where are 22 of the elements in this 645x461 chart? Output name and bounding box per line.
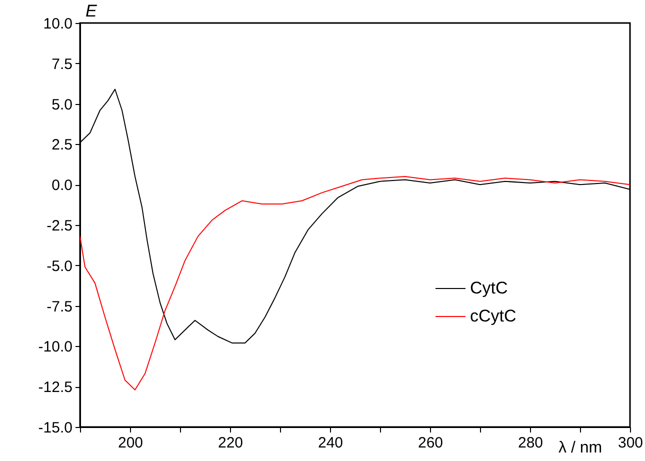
x-tick-label: 200 bbox=[118, 434, 144, 452]
line-series bbox=[80, 176, 630, 390]
x-tick-label: 300 bbox=[618, 434, 644, 452]
x-axis-title: λ / nm bbox=[558, 440, 602, 456]
y-tick-label: -12.5 bbox=[38, 379, 72, 396]
x-tick-label: 240 bbox=[318, 434, 344, 452]
y-tick-label: -2.5 bbox=[46, 218, 72, 234]
y-tick-label: 0.0 bbox=[52, 177, 72, 194]
y-tick-label: 7.5 bbox=[52, 56, 72, 73]
y-axis-title: E bbox=[86, 2, 98, 20]
x-tick-label: 280 bbox=[518, 434, 544, 452]
x-tick-label: 220 bbox=[218, 434, 244, 452]
x-tick-label: 260 bbox=[418, 434, 444, 452]
y-tick-label: 2.5 bbox=[52, 136, 72, 154]
y-tick-label: 5.0 bbox=[52, 96, 72, 114]
y-tick-label: -10.0 bbox=[38, 338, 72, 356]
y-tick-label: -7.5 bbox=[46, 298, 72, 316]
legend-label: cCytC bbox=[470, 306, 516, 326]
legend-label: CytC bbox=[470, 278, 508, 298]
y-tick-label: -15.0 bbox=[38, 420, 72, 436]
y-tick-label: -5.0 bbox=[46, 258, 72, 275]
y-tick-label: 10.0 bbox=[43, 16, 72, 32]
